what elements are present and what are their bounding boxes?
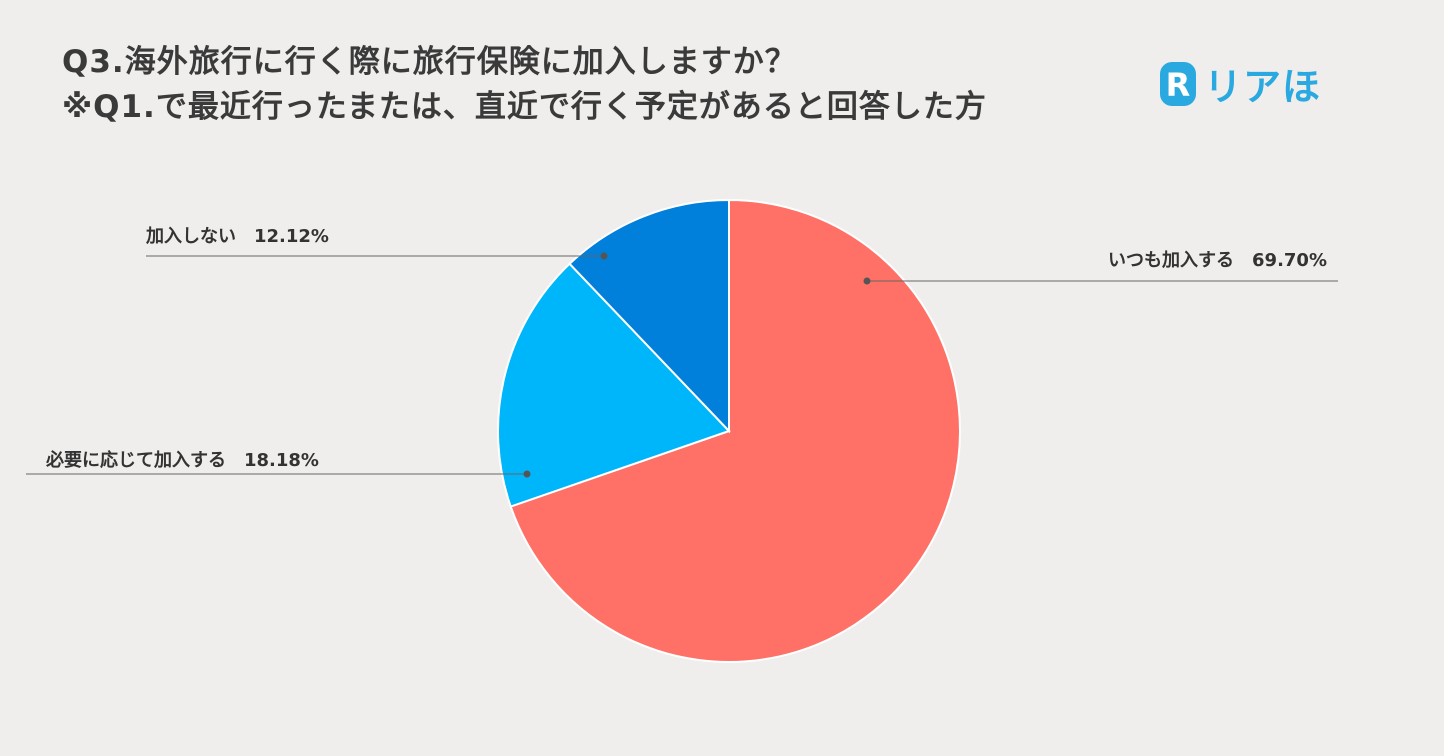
slice-label-2: 必要に応じて加入する 18.18%: [45, 449, 319, 471]
chart-title: Q3.海外旅行に行く際に旅行保険に加入しますか？: [62, 44, 797, 80]
logo-text: リアほ: [1204, 65, 1322, 109]
logo-r-icon: R: [1160, 61, 1196, 106]
leader-dot-2: [523, 470, 531, 478]
leader-dot-1: [863, 277, 871, 285]
chart-subtitle: ※Q1.で最近行ったまたは、直近で行く予定があると回答した方: [62, 89, 987, 125]
brand-logo: R リアほ: [1158, 56, 1321, 111]
pie-slice-3: [568, 198, 730, 434]
pie-slice-1: [509, 198, 961, 663]
pie-slice-2: [497, 262, 731, 508]
slice-label-3: 加入しない 12.12%: [145, 226, 329, 247]
slice-label-1: いつも加入する 69.70%: [1108, 250, 1327, 271]
leader-dot-3: [600, 252, 608, 260]
logo-mark-letter: R: [1166, 66, 1191, 104]
chart-title-block: Q3.海外旅行に行く際に旅行保険に加入しますか？ ※Q1.で最近行ったまたは、直…: [62, 40, 987, 130]
